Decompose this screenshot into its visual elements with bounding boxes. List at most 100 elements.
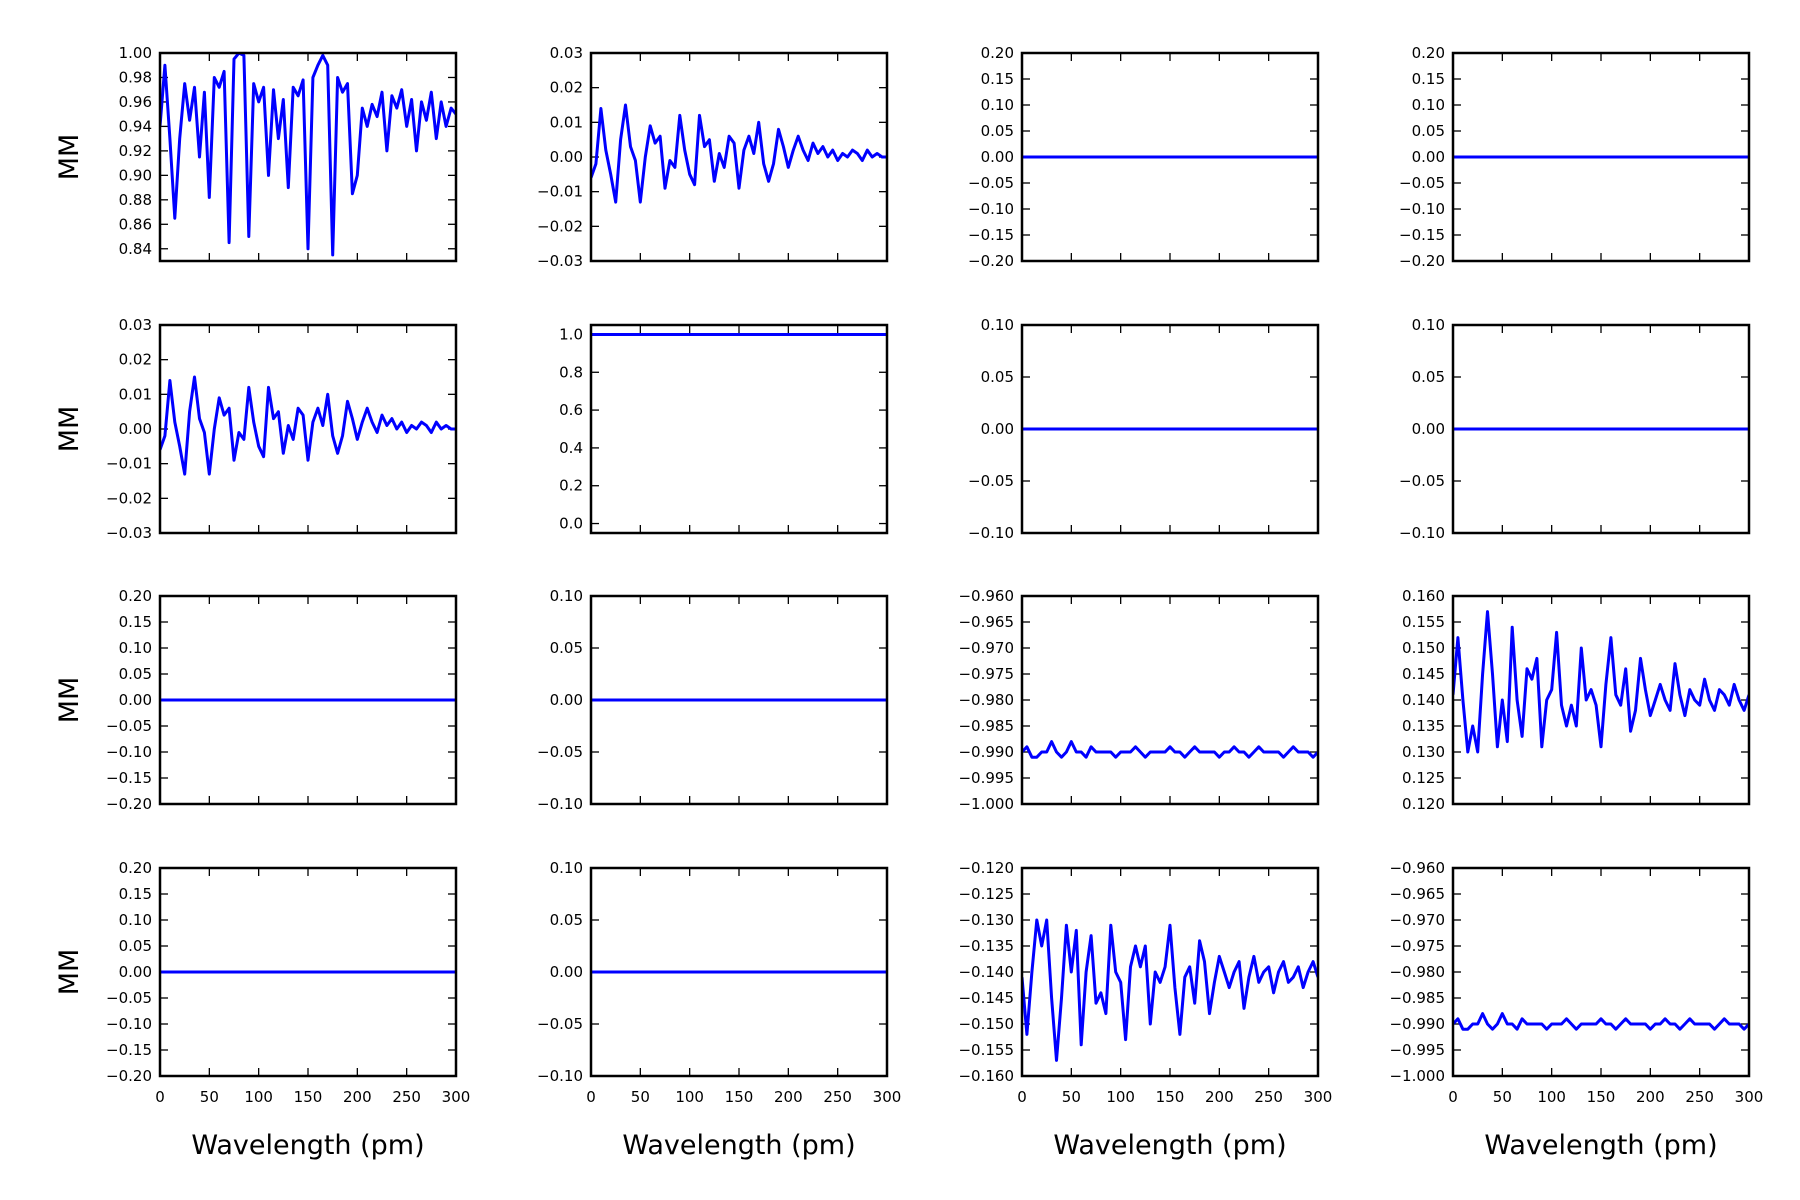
axes-frame [589, 866, 889, 1078]
x-tick-label: 300 [1304, 1088, 1333, 1106]
y-tick-label: −0.10 [106, 743, 152, 761]
axes-frame [158, 866, 458, 1078]
subplot-r0-c2: −0.20 −0.15 −0.10 −0.05 0.00 0.05 0.10 0.15 0.20 [968, 44, 1320, 270]
y-tick-label: −0.10 [968, 524, 1014, 542]
series-line [591, 103, 887, 204]
y-tick-label: −0.10 [106, 1015, 152, 1033]
axes-frame [1451, 866, 1751, 1078]
y-tick-label: 0.98 [119, 68, 152, 86]
axes-frame [158, 323, 458, 535]
axes-frame [158, 594, 458, 806]
x-tick-label: 50 [1062, 1088, 1081, 1106]
series-line [1453, 1012, 1749, 1031]
y-tick-label: 0.140 [1402, 691, 1445, 709]
x-tick-label: 250 [1685, 1088, 1714, 1106]
y-tick-label: −0.990 [1389, 1015, 1445, 1033]
axes-frame [1020, 866, 1320, 1078]
x-tick-label: 100 [1537, 1088, 1566, 1106]
y-tick-label: 0.05 [981, 368, 1014, 386]
x-tick-label: 250 [823, 1088, 852, 1106]
y-tick-label: 0.20 [981, 44, 1014, 62]
y-tick-label: 0.05 [550, 911, 583, 929]
y-tick-label: 0.10 [981, 316, 1014, 334]
y-tick-label: 0.02 [119, 351, 152, 369]
y-tick-label: −0.05 [968, 174, 1014, 192]
y-tick-label: 0.92 [119, 142, 152, 160]
y-tick-label: 0.10 [1412, 316, 1445, 334]
y-tick-label: −0.05 [1399, 174, 1445, 192]
subplot-r2-c1: −0.10 −0.05 0.00 0.05 0.10 [537, 587, 889, 813]
x-axis-label: Wavelength (pm) [1484, 1130, 1717, 1161]
y-tick-label: 0.05 [1412, 368, 1445, 386]
y-tick-label: −0.145 [958, 989, 1014, 1007]
y-tick-label: −0.05 [1399, 472, 1445, 490]
y-tick-label: 0.20 [1412, 44, 1445, 62]
y-tick-label: −0.15 [106, 769, 152, 787]
y-tick-label: 0.05 [550, 639, 583, 657]
y-tick-label: −0.965 [1389, 885, 1445, 903]
y-tick-label: 0.03 [550, 44, 583, 62]
subplot-r1-c2: −0.10 −0.05 0.00 0.05 0.10 [968, 316, 1320, 542]
x-tick-label: 100 [675, 1088, 704, 1106]
y-tick-label: 0.0 [559, 515, 583, 533]
y-tick-label: −0.995 [958, 769, 1014, 787]
y-tick-label: 0.05 [119, 665, 152, 683]
y-tick-label: 0.150 [1402, 639, 1445, 657]
y-tick-label: 0.94 [119, 117, 152, 135]
y-tick-label: −0.05 [537, 1015, 583, 1033]
y-tick-label: 0.00 [119, 963, 152, 981]
y-tick-label: −0.10 [1399, 200, 1445, 218]
y-tick-label: 0.00 [119, 691, 152, 709]
x-tick-label: 300 [1735, 1088, 1764, 1106]
x-tick-label: 300 [873, 1088, 902, 1106]
y-tick-label: −0.140 [958, 963, 1014, 981]
subplot-r3-c1: −0.10 −0.05 0.00 0.05 0.10 0 50 100 150 200 250 300 [537, 859, 901, 1106]
y-tick-label: 0.86 [119, 215, 152, 233]
y-tick-label: −0.125 [958, 885, 1014, 903]
y-tick-label: −0.01 [106, 455, 152, 473]
y-tick-label: 0.120 [1402, 795, 1445, 813]
x-tick-label: 150 [1587, 1088, 1616, 1106]
y-tick-label: 0.00 [550, 691, 583, 709]
x-tick-label: 100 [244, 1088, 273, 1106]
y-tick-label: 0.10 [981, 96, 1014, 114]
y-tick-label: −0.995 [1389, 1041, 1445, 1059]
y-tick-label: 0.00 [981, 148, 1014, 166]
y-tick-label: −0.15 [1399, 226, 1445, 244]
y-tick-label: −0.20 [106, 1067, 152, 1085]
x-tick-label: 150 [294, 1088, 323, 1106]
x-tick-label: 0 [586, 1088, 596, 1106]
y-tick-label: 0.2 [559, 477, 583, 495]
y-axis-label: MM [54, 949, 85, 996]
x-tick-label: 200 [1205, 1088, 1234, 1106]
y-tick-label: 0.135 [1402, 717, 1445, 735]
subplot-r3-c0: −0.20 −0.15 −0.10 −0.05 0.00 0.05 0.10 0.15 0.20… [106, 859, 470, 1106]
subplot-r0-c0: 0.84 0.86 0.88 0.90 0.92 0.94 0.96 0.98 1.00 [119, 44, 458, 263]
x-tick-label: 0 [155, 1088, 165, 1106]
y-tick-label: 0.00 [550, 148, 583, 166]
y-tick-label: 0.6 [559, 401, 583, 419]
y-tick-label: −0.150 [958, 1015, 1014, 1033]
y-tick-label: 0.155 [1402, 613, 1445, 631]
y-tick-label: 0.4 [559, 439, 583, 457]
y-tick-label: −0.155 [958, 1041, 1014, 1059]
y-tick-label: −0.20 [106, 795, 152, 813]
y-tick-label: −0.15 [968, 226, 1014, 244]
x-tick-label: 50 [200, 1088, 219, 1106]
y-tick-label: −0.130 [958, 911, 1014, 929]
x-tick-label: 200 [774, 1088, 803, 1106]
y-tick-label: −1.000 [958, 795, 1014, 813]
y-tick-label: −0.20 [968, 252, 1014, 270]
y-tick-label: 0.15 [119, 613, 152, 631]
axes-frame [589, 323, 889, 535]
x-tick-label: 0 [1017, 1088, 1027, 1106]
y-axis-label: MM [54, 134, 85, 181]
subplot-r1-c1: 0.0 0.2 0.4 0.6 0.8 1.0 [559, 323, 889, 535]
axes-frame [1451, 51, 1751, 263]
y-tick-label: −1.000 [1389, 1067, 1445, 1085]
axes-frame [1020, 594, 1320, 806]
y-tick-label: −0.975 [958, 665, 1014, 683]
y-tick-label: 0.01 [550, 113, 583, 131]
y-tick-label: 0.10 [1412, 96, 1445, 114]
